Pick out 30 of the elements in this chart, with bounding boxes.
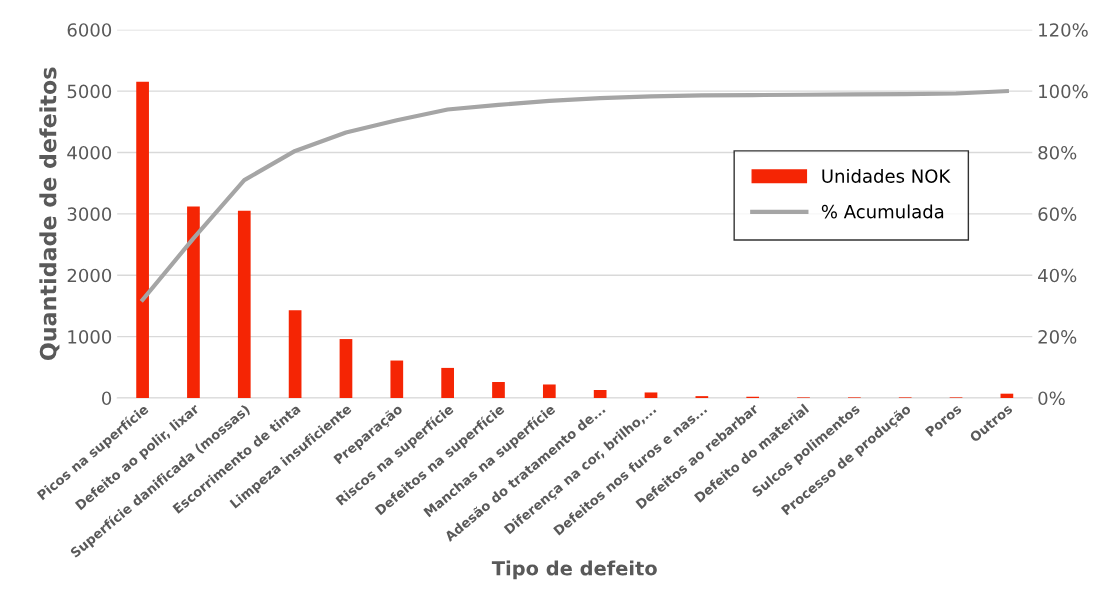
y2-tick-label: 40% (1038, 268, 1077, 283)
bar (542, 384, 556, 398)
y2-tick-label: 20% (1038, 330, 1077, 344)
legend-label: % Acumulada (821, 204, 944, 219)
bar (136, 81, 149, 398)
y-tick-label: 1000 (68, 330, 112, 344)
bar (288, 310, 302, 398)
bar (644, 392, 658, 398)
y2-tick-label: 0% (1038, 391, 1065, 406)
y-tick-label: 5000 (67, 84, 112, 99)
y2-tick-label: 60% (1038, 207, 1077, 221)
bar (492, 382, 505, 398)
y2-tick-label: 120% (1039, 23, 1088, 37)
bar (390, 360, 404, 398)
line-series (140, 88, 1009, 302)
bar (339, 339, 353, 398)
bar (593, 390, 607, 398)
legend-label: Unidades NOK (822, 168, 951, 183)
y-tick-label: 0 (102, 391, 112, 406)
y-axis-title: Quantidade de defeitos (39, 67, 60, 361)
bar (441, 367, 454, 398)
bar (187, 206, 200, 398)
y-tick-label: 2000 (67, 268, 112, 283)
y2-tick-label: 100% (1039, 84, 1088, 99)
x-axis-title: Tipo de defeito (491, 560, 657, 580)
y-tick-label: 4000 (67, 145, 112, 160)
bar (237, 210, 251, 398)
y-tick-label: 6000 (67, 23, 112, 37)
y2-tick-label: 80% (1038, 145, 1077, 160)
y-tick-label: 3000 (67, 207, 112, 221)
